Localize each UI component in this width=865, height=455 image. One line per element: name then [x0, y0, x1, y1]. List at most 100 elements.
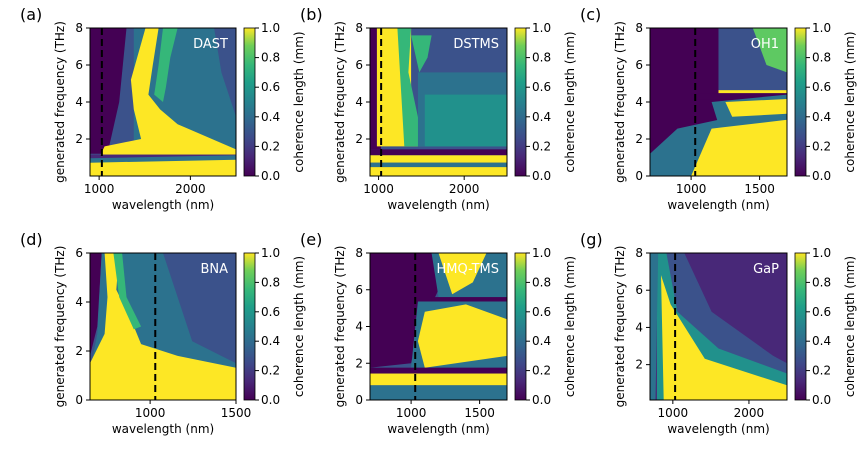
- x-axis-label: wavelength (nm): [667, 198, 769, 212]
- x-axis-label: wavelength (nm): [387, 198, 489, 212]
- colorbar-tick-label: 0.6: [261, 80, 280, 94]
- panel-bna: BNA (d) 1000 1500 0 2 4 6 wavelength (nm) generat…: [20, 230, 306, 436]
- panel-dstms: DSTMS (b) 1000 2000 2 4 6 8 wavelength (nm) gener…: [300, 5, 577, 212]
- x-tick-label: 1500: [464, 406, 495, 420]
- material-label: GaP: [753, 262, 779, 277]
- heatmap-area: [90, 253, 236, 400]
- panel-label: (b): [300, 5, 323, 24]
- colorbar-tick-label: 0.4: [812, 334, 831, 348]
- colorbar-tick-label: 1.0: [261, 21, 280, 35]
- x-tick-label: 2000: [449, 182, 480, 196]
- y-axis-label: generated frequency (THz): [613, 21, 627, 183]
- heatmap-area: [650, 253, 787, 400]
- y-tick-label: 4: [355, 320, 363, 334]
- x-tick-label: 1000: [363, 182, 394, 196]
- x-tick-label: 1000: [396, 406, 427, 420]
- panel-hmq-tms: HMQ-TMS (e) 1000 1500 0 2 4 6 8 wavelength (nm) ge…: [300, 230, 577, 436]
- y-tick-label: 8: [355, 246, 363, 260]
- y-axis-label: generated frequency (THz): [333, 21, 347, 183]
- material-label: DAST: [193, 37, 228, 52]
- colorbar: 0.0 0.2 0.4 0.6 0.8 1.0 coherence length (mm): [514, 246, 577, 407]
- colorbar-label: coherence length (mm): [843, 256, 857, 397]
- y-tick-label: 2: [635, 358, 643, 372]
- panel-label: (g): [580, 230, 603, 249]
- colorbar-tick-label: 0.2: [261, 139, 280, 153]
- colorbar-label: coherence length (mm): [563, 31, 577, 172]
- colorbar-tick-label: 0.8: [532, 51, 551, 65]
- y-tick-label: 2: [355, 132, 363, 146]
- material-label: OH1: [751, 37, 779, 52]
- colorbar-tick-label: 0.2: [532, 364, 551, 378]
- y-tick-label: 6: [635, 58, 643, 72]
- y-tick-label: 6: [75, 246, 83, 260]
- y-axis-label: generated frequency (THz): [53, 246, 67, 408]
- x-tick-label: 1500: [744, 182, 775, 196]
- colorbar-tick-label: 0.8: [812, 275, 831, 289]
- colorbar-tick-label: 0.0: [532, 393, 551, 407]
- panel-dast: DAST (a) 1000 2000 2 4 6 8 wavelength (nm) genera…: [20, 5, 306, 212]
- colorbar-label: coherence length (mm): [292, 31, 306, 172]
- x-axis-label: wavelength (nm): [667, 422, 769, 436]
- y-tick-label: 8: [75, 21, 83, 35]
- colorbar: 0.0 0.2 0.4 0.6 0.8 1.0 coherence length (mm): [243, 21, 306, 183]
- colorbar-tick-label: 0.4: [812, 110, 831, 124]
- x-tick-label: 1000: [135, 406, 166, 420]
- y-tick-label: 0: [75, 393, 83, 407]
- y-tick-label: 6: [355, 283, 363, 297]
- colorbar-tick-label: 1.0: [812, 246, 831, 260]
- x-tick-label: 1500: [221, 406, 252, 420]
- material-label: DSTMS: [453, 37, 499, 52]
- y-tick-label: 8: [355, 21, 363, 35]
- y-axis-label: generated frequency (THz): [613, 246, 627, 408]
- panel-label: (e): [300, 230, 322, 249]
- colorbar-tick-label: 0.8: [261, 51, 280, 65]
- colorbar-tick-label: 0.8: [812, 51, 831, 65]
- y-tick-label: 4: [635, 95, 643, 109]
- y-axis-label: generated frequency (THz): [53, 21, 67, 183]
- x-tick-label: 1000: [658, 406, 689, 420]
- colorbar-tick-label: 0.4: [261, 110, 280, 124]
- panel-gap: GaP (g) 1000 2000 2 4 6 8 wavelength (nm) generat…: [580, 230, 857, 436]
- x-axis-label: wavelength (nm): [112, 198, 214, 212]
- colorbar: 0.0 0.2 0.4 0.6 0.8 1.0 coherence length (mm): [514, 21, 577, 183]
- heatmap-area: [650, 28, 787, 176]
- y-tick-label: 2: [75, 132, 83, 146]
- y-tick-label: 4: [75, 95, 83, 109]
- colorbar: 0.0 0.2 0.4 0.6 0.8 1.0 coherence length (mm): [243, 246, 306, 407]
- colorbar-tick-label: 0.4: [532, 334, 551, 348]
- colorbar-tick-label: 0.0: [812, 169, 831, 183]
- colorbar-tick-label: 0.2: [812, 139, 831, 153]
- colorbar-label: coherence length (mm): [292, 256, 306, 397]
- colorbar-tick-label: 0.6: [532, 80, 551, 94]
- y-tick-label: 0: [635, 169, 643, 183]
- y-tick-label: 6: [635, 283, 643, 297]
- material-label: HMQ-TMS: [437, 262, 500, 277]
- x-tick-label: 1000: [84, 182, 115, 196]
- panel-label: (a): [20, 5, 42, 24]
- heatmap-area: [370, 28, 507, 176]
- heatmap-area: [90, 28, 236, 176]
- colorbar-tick-label: 0.0: [532, 169, 551, 183]
- y-axis-label: generated frequency (THz): [333, 246, 347, 408]
- colorbar-tick-label: 0.6: [812, 80, 831, 94]
- colorbar-label: coherence length (mm): [563, 256, 577, 397]
- y-tick-label: 4: [75, 295, 83, 309]
- colorbar-tick-label: 1.0: [532, 21, 551, 35]
- heatmap-area: [370, 253, 507, 400]
- colorbar: 0.0 0.2 0.4 0.6 0.8 1.0 coherence length (mm): [794, 246, 857, 407]
- axes-frame: [89, 252, 237, 401]
- y-tick-label: 8: [635, 246, 643, 260]
- colorbar-tick-label: 0.6: [532, 305, 551, 319]
- panel-oh1: OH1 (c) 1000 1500 0 2 4 6 8 wavelength (nm) genera…: [580, 5, 857, 212]
- y-tick-label: 6: [355, 58, 363, 72]
- colorbar-tick-label: 0.0: [261, 393, 280, 407]
- y-tick-label: 8: [635, 21, 643, 35]
- x-axis-label: wavelength (nm): [387, 422, 489, 436]
- colorbar-tick-label: 1.0: [812, 21, 831, 35]
- colorbar-tick-label: 0.2: [532, 139, 551, 153]
- y-tick-label: 0: [355, 393, 363, 407]
- colorbar-tick-label: 0.8: [261, 275, 280, 289]
- panel-label: (d): [20, 230, 43, 249]
- y-tick-label: 4: [355, 95, 363, 109]
